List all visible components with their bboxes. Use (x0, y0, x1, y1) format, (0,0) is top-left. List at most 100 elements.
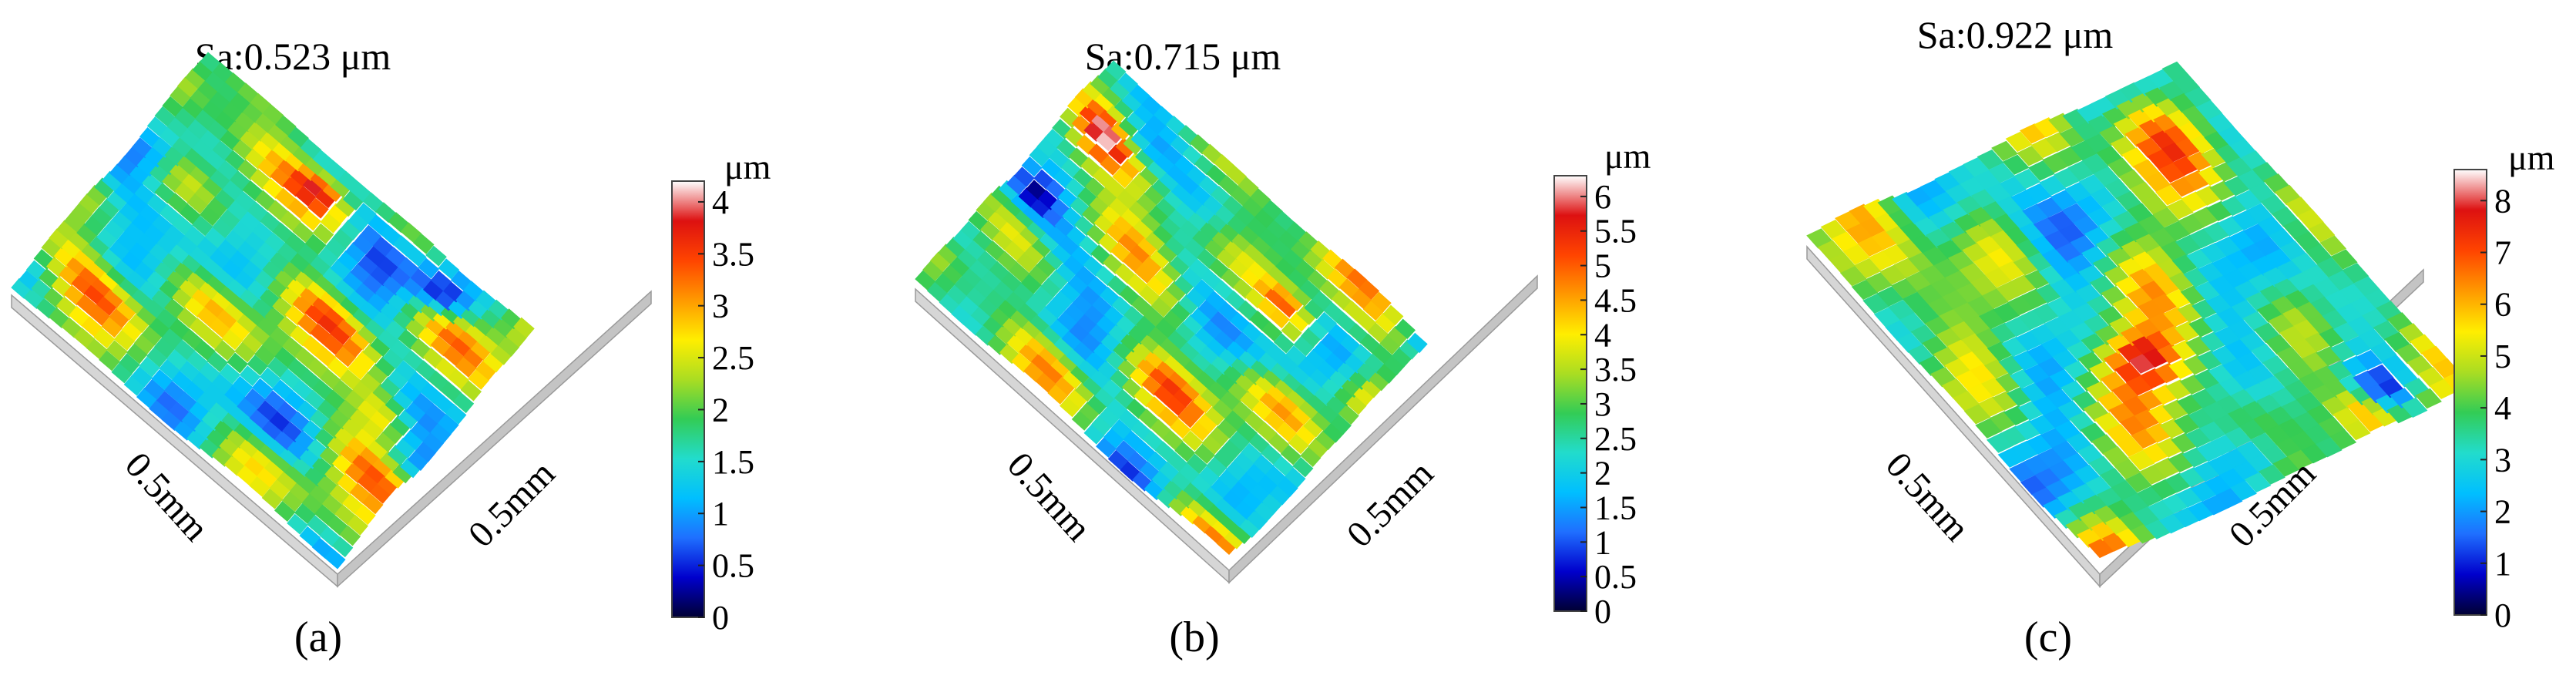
colorbar-tick-label: 1 (2494, 545, 2511, 583)
surface-cell (1100, 155, 1121, 176)
surface-cell (460, 380, 482, 402)
surface-cell (1013, 282, 1034, 304)
surface-cell (322, 334, 344, 355)
colorbar-tick-label: 2 (1594, 455, 1611, 492)
colorbar-tick-label: 2 (2494, 493, 2511, 531)
surface-cell (1292, 456, 1314, 478)
surface-cell (1020, 274, 1042, 294)
surface-cell (1338, 404, 1359, 425)
surface-cell (1395, 318, 1416, 340)
surface-cell (207, 351, 228, 373)
surface-cell (2128, 449, 2155, 471)
y-dimension-label: 0.5mm (1339, 453, 1442, 556)
x-dimension-label: 0.5mm (999, 445, 1099, 550)
surface-cell (2366, 364, 2394, 385)
surface-cell (1112, 167, 1134, 189)
surface-cell (139, 356, 160, 378)
surface-cell (81, 316, 102, 338)
surface-cell (2184, 86, 2212, 108)
surface-cell (1117, 72, 1139, 93)
surface-cell (297, 244, 319, 265)
surface-cell (1345, 394, 1367, 415)
surface-cell (2343, 419, 2371, 441)
surface-cell (347, 514, 368, 536)
surface-cell (513, 317, 535, 338)
surface-cell (2013, 168, 2041, 190)
surface-cell (1288, 433, 1309, 455)
colorbar-unit: μm (1604, 136, 1651, 176)
surface-cell (287, 126, 309, 148)
surface-cell (1225, 165, 1247, 186)
colorbar: 0 1 2 3 4 5 6 7 8 (2453, 169, 2511, 634)
surface-cell (2141, 194, 2168, 215)
surface-cell (201, 328, 223, 350)
colorbar-tick-label: 4 (712, 183, 729, 221)
surface-cell (294, 502, 316, 524)
surface-cell (1406, 332, 1428, 354)
surface-cell (2230, 480, 2257, 501)
surface-cell (334, 346, 357, 368)
surface-cell (2039, 175, 2067, 196)
colorbar-tick-label: 7 (2494, 234, 2511, 272)
panel-caption: (c) (2024, 613, 2072, 661)
surface-cell (2124, 472, 2152, 493)
surface-cell (2415, 388, 2442, 409)
surface-cell (1285, 345, 1307, 366)
colorbar-tick-label: 4.5 (1594, 281, 1637, 319)
surface-cell (1981, 288, 2009, 309)
colorbar: 0 0.5 1 1.5 2 2.5 3 3.5 4 (671, 180, 754, 637)
colorbar-tick-label: 0 (1594, 593, 1611, 630)
colorbar-tick-label: 3 (1594, 385, 1611, 423)
panel-caption: (a) (294, 613, 342, 661)
surface-cell (1367, 322, 1389, 343)
panel-a: Sa:0.523 μm 0.5mm 0.5mm 00.511.522.533.5… (11, 35, 771, 661)
surface-cell (1268, 308, 1290, 329)
colorbar: 00.511.522.533.544.555.56 (1553, 175, 1637, 630)
surface-cell (161, 328, 183, 349)
surface-plot (11, 52, 652, 588)
surface-cell (119, 353, 140, 375)
colorbar-tick-label: 1 (1594, 523, 1611, 561)
surface-cell (360, 224, 382, 246)
colorbar-tick-label: 6 (2494, 286, 2511, 324)
colorbar-tick-label: 0.5 (1594, 558, 1637, 596)
surface-cell (300, 210, 321, 231)
colorbar-tick-label: 0 (2494, 597, 2511, 634)
surface-cell (2017, 146, 2044, 166)
surface-cell (452, 392, 475, 414)
surface-plot (915, 60, 1538, 584)
colorbar-unit: μm (724, 147, 771, 187)
surface-cell (2166, 199, 2194, 220)
surface-cell (922, 260, 944, 281)
surface-cell (170, 86, 191, 107)
surface-cell (2356, 349, 2383, 371)
surface-cell (448, 368, 469, 390)
surface-cell (99, 350, 120, 371)
surface-cell (106, 340, 128, 361)
surface-cell (438, 258, 460, 280)
surface-cell (1281, 321, 1302, 342)
surface-cell (355, 203, 377, 224)
surface-cell (312, 223, 334, 244)
colorbar-tick-label: 2.5 (712, 339, 754, 377)
panel-b: Sa:0.715 μm 0.5mm 0.5mm 00.511.522.533.5… (915, 35, 1651, 661)
surface-cell (1839, 265, 1867, 287)
surface-cell (1963, 404, 1991, 425)
surface-cell (126, 343, 148, 365)
colorbar-unit: μm (2508, 138, 2555, 177)
surface-cell (438, 413, 459, 435)
colorbar-tick-label: 1 (712, 495, 729, 533)
surface-cell (1382, 304, 1404, 326)
surface-cell (1862, 293, 1890, 314)
surface-cell (1370, 291, 1392, 312)
surface-cell (194, 340, 216, 361)
surface-cell (131, 366, 153, 388)
colorbar-tick-label: 8 (2494, 182, 2511, 220)
x-dimension-label: 0.5mm (1878, 445, 1977, 550)
surface-cell (2329, 429, 2357, 450)
colorbar-tick-label: 0 (712, 599, 729, 637)
surface-cell (2342, 263, 2369, 284)
surface-cell (211, 373, 233, 395)
